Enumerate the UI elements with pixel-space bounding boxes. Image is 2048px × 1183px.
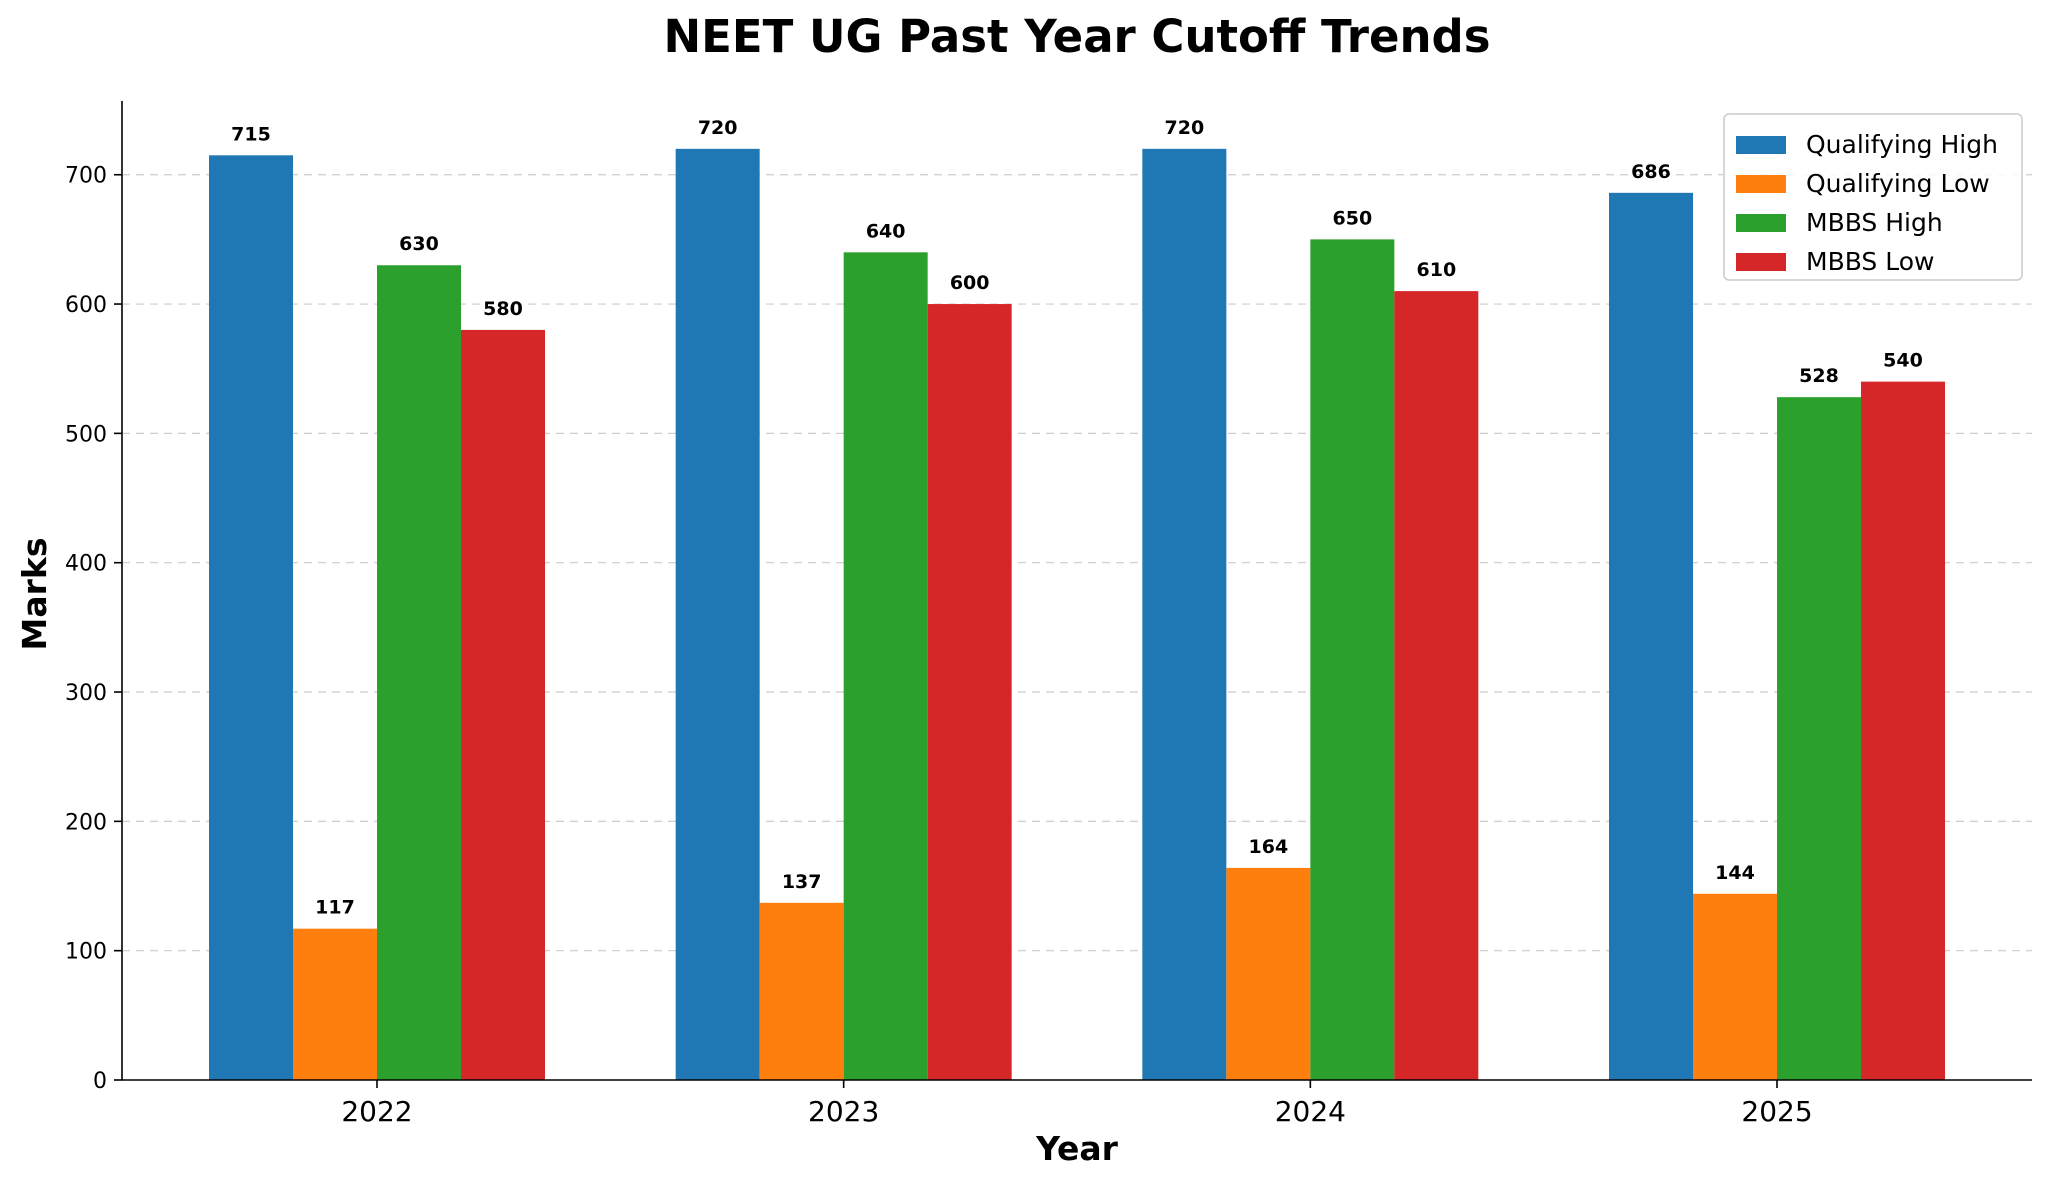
bar: [209, 155, 293, 1081]
data-label: 610: [1417, 259, 1457, 281]
bar: [461, 329, 545, 1080]
bar: [1609, 192, 1694, 1081]
data-label: 630: [399, 233, 439, 255]
bar: [377, 265, 461, 1080]
data-label: 580: [483, 298, 523, 320]
data-label: 715: [231, 123, 271, 145]
data-label: 117: [315, 897, 355, 919]
bar: [1142, 148, 1227, 1081]
data-label: 528: [1799, 365, 1839, 387]
x-tick-label: 2025: [1741, 1095, 1812, 1128]
data-label: 650: [1333, 207, 1373, 229]
y-tick-label: 500: [65, 422, 107, 447]
bar: [293, 928, 377, 1080]
x-tick-label: 2023: [808, 1095, 879, 1128]
data-label: 164: [1249, 836, 1289, 858]
y-tick-label: 100: [65, 940, 107, 965]
legend-swatch: [1736, 253, 1786, 271]
y-tick-label: 300: [65, 681, 107, 706]
data-label: 540: [1883, 350, 1923, 372]
axes: 0 100 200 300 400 500 600 700 2022 2023 2024 2025: [65, 101, 2032, 1128]
bar: [675, 148, 760, 1081]
bar: [1310, 239, 1395, 1080]
bars: [209, 148, 1946, 1081]
x-tick-label: 2024: [1275, 1095, 1346, 1128]
bar: [927, 304, 1012, 1081]
data-label: 720: [1165, 117, 1205, 139]
bar: [1693, 893, 1778, 1080]
y-tick-label: 700: [65, 164, 107, 189]
y-axis-label: Marks: [15, 538, 54, 651]
bar: [843, 252, 928, 1080]
x-tick-label: 2022: [341, 1095, 412, 1128]
y-tick-label: 400: [65, 552, 107, 577]
chart-title: NEET UG Past Year Cutoff Trends: [663, 10, 1490, 63]
legend-label: Qualifying High: [1806, 130, 1998, 159]
gridlines: [122, 174, 2032, 952]
bar: [1777, 397, 1862, 1080]
data-label: 640: [866, 220, 906, 242]
legend-swatch: [1736, 214, 1786, 232]
y-tick-label: 200: [65, 810, 107, 835]
legend-label: Qualifying Low: [1806, 169, 1990, 198]
data-label: 600: [950, 272, 990, 294]
data-label: 720: [698, 117, 738, 139]
legend-label: MBBS High: [1806, 208, 1943, 237]
bar: [1394, 291, 1479, 1081]
legend-swatch: [1736, 136, 1786, 154]
data-label: 137: [782, 871, 822, 893]
data-label: 686: [1631, 161, 1671, 183]
bar: [1861, 381, 1946, 1080]
bar: [1226, 867, 1311, 1080]
y-tick-label: 0: [93, 1069, 107, 1094]
legend-label: MBBS Low: [1806, 247, 1934, 276]
y-tick-label: 600: [65, 293, 107, 318]
x-axis-label: Year: [1035, 1129, 1119, 1168]
bar: [759, 902, 844, 1080]
legend-swatch: [1736, 175, 1786, 193]
data-label: 144: [1715, 862, 1755, 884]
legend: Qualifying High Qualifying Low MBBS High MB…: [1723, 113, 2023, 281]
legend-box: [1723, 113, 2023, 281]
data-labels: 715 117 630 580 720 137 640 600 720 164 650 610 686 1…: [231, 117, 1923, 919]
